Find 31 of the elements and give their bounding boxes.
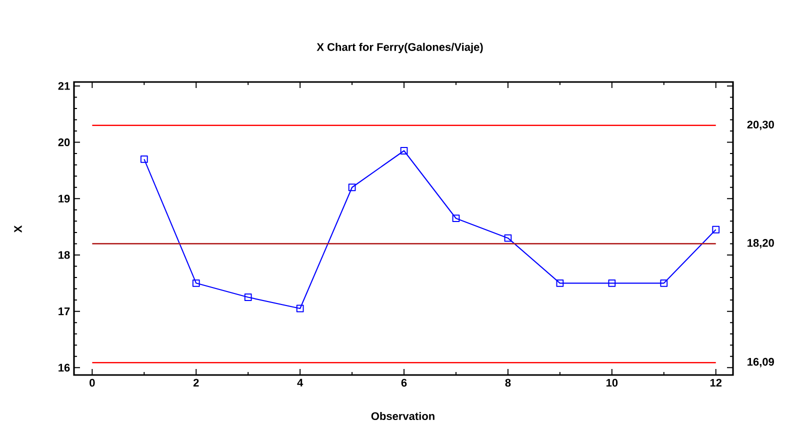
point	[556, 279, 564, 287]
x-tick-label: 0	[90, 378, 95, 387]
point	[660, 279, 668, 287]
chart-title: X Chart for Ferry(Galones/Viaje)	[316, 42, 483, 54]
x-tick-label: 8	[505, 378, 511, 387]
x-tick-label: 10	[606, 378, 618, 387]
y-tick-label: 21	[58, 82, 70, 90]
point	[712, 226, 720, 234]
y-tick-label: 19	[58, 194, 70, 203]
y-tick-label: 16	[58, 364, 70, 372]
x-tick-label: 4	[297, 378, 304, 386]
point	[296, 304, 304, 312]
point	[140, 155, 148, 163]
y-tick-label: 18	[58, 251, 70, 259]
ref-line-label: 16,09	[748, 358, 774, 368]
x-tick-label: 2	[193, 378, 199, 387]
ref-line-label: 20,30	[747, 120, 774, 130]
point	[348, 184, 356, 192]
x-axis-title: Observation	[371, 412, 434, 420]
point	[400, 147, 408, 154]
point	[608, 279, 616, 287]
point	[244, 294, 252, 301]
ref-line-label: 18,20	[748, 239, 774, 248]
y-tick-label: 17	[58, 308, 70, 316]
point	[504, 234, 512, 242]
point	[192, 279, 200, 287]
x-tick-label: 12	[710, 378, 722, 387]
y-tick-label: 20	[58, 138, 70, 146]
y-axis-title: X	[14, 225, 22, 233]
x-tick-label: 6	[401, 378, 407, 387]
point	[452, 214, 460, 222]
